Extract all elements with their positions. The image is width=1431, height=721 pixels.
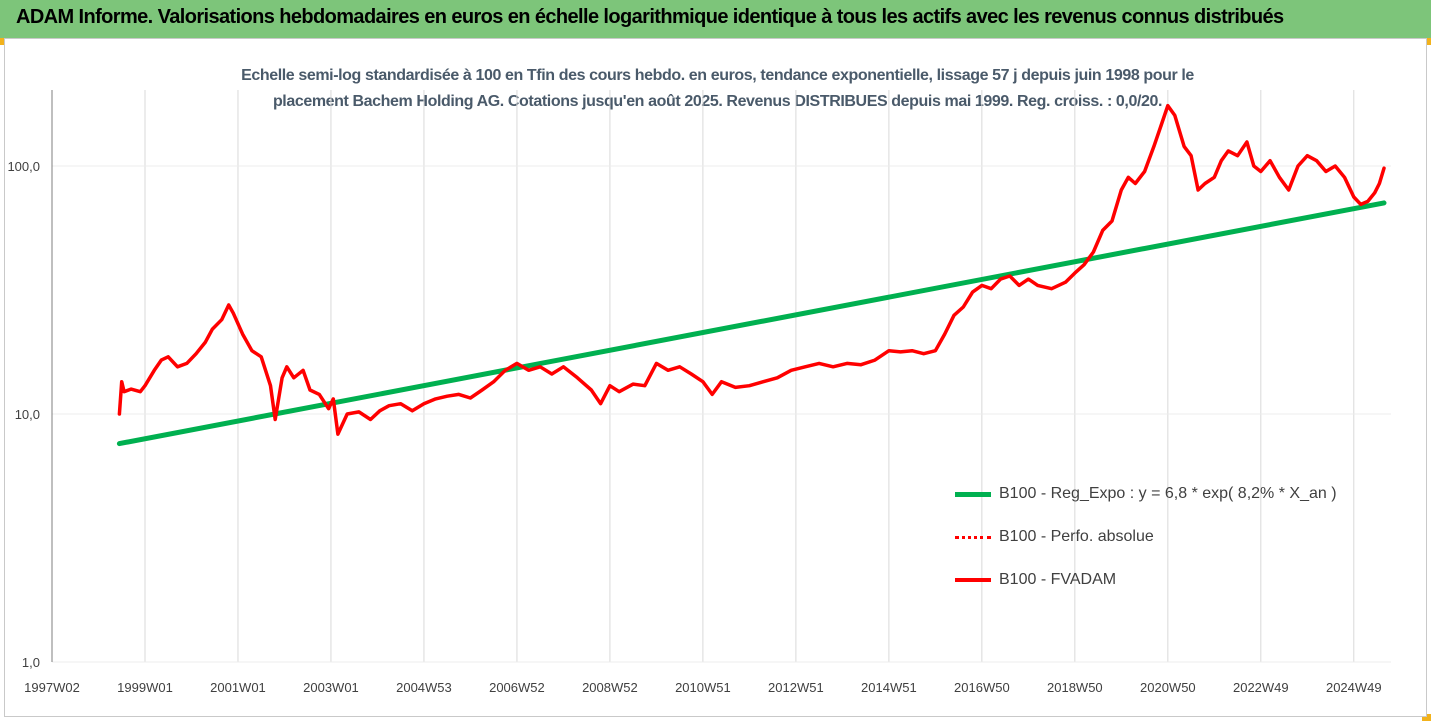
x-tick-label: 2018W50 — [1047, 680, 1103, 695]
x-tick-label: 1997W02 — [24, 680, 80, 695]
legend-swatch-fvadam — [955, 578, 991, 582]
trend-line — [116, 200, 1387, 447]
legend-label-fvadam: B100 - FVADAM — [999, 571, 1117, 588]
header-bar: ADAM Informe. Valorisations hebdomadaire… — [0, 0, 1431, 39]
x-tick-label: 2008W52 — [582, 680, 638, 695]
fvadam-line — [117, 103, 1386, 436]
x-tick-label: 2001W01 — [210, 680, 266, 695]
x-tick-label: 2012W51 — [768, 680, 824, 695]
legend-item-trend: B100 - Reg_Expo : y = 6,8 * exp( 8,2% * … — [955, 484, 1337, 504]
x-tick-label: 2024W49 — [1326, 680, 1382, 695]
x-tick-label: 2016W50 — [954, 680, 1010, 695]
legend-label-trend: B100 - Reg_Expo : y = 6,8 * exp( 8,2% * … — [999, 485, 1337, 502]
x-tick-label: 1999W01 — [117, 680, 173, 695]
x-tick-label: 2014W51 — [861, 680, 917, 695]
x-tick-label: 2022W49 — [1233, 680, 1289, 695]
x-tick-label: 2006W52 — [489, 680, 545, 695]
x-tick-label: 2020W50 — [1140, 680, 1196, 695]
legend-item-fvadam: B100 - FVADAM — [955, 570, 1116, 590]
x-tick-label: 2010W51 — [675, 680, 731, 695]
corner-accent-bottom — [1422, 714, 1431, 721]
y-tick-label: 10,0 — [15, 407, 40, 422]
legend-label-perfo: B100 - Perfo. absolue — [999, 528, 1154, 545]
legend-swatch-trend — [955, 491, 991, 497]
x-tick-label: 2003W01 — [303, 680, 359, 695]
chart-title-line-2: placement Bachem Holding AG. Cotations j… — [272, 93, 1163, 110]
legend-item-perfo: B100 - Perfo. absolue — [955, 527, 1154, 547]
x-tick-label: 2004W53 — [396, 680, 452, 695]
page-title: ADAM Informe. Valorisations hebdomadaire… — [16, 6, 1284, 28]
chart-title: Echelle semi-log standardisée à 100 en T… — [150, 63, 1285, 115]
legend-swatch-perfo — [955, 535, 991, 539]
y-tick-label: 100,0 — [7, 159, 40, 174]
chart-title-line-1: Echelle semi-log standardisée à 100 en T… — [241, 67, 1194, 84]
y-tick-label: 1,0 — [22, 655, 40, 670]
